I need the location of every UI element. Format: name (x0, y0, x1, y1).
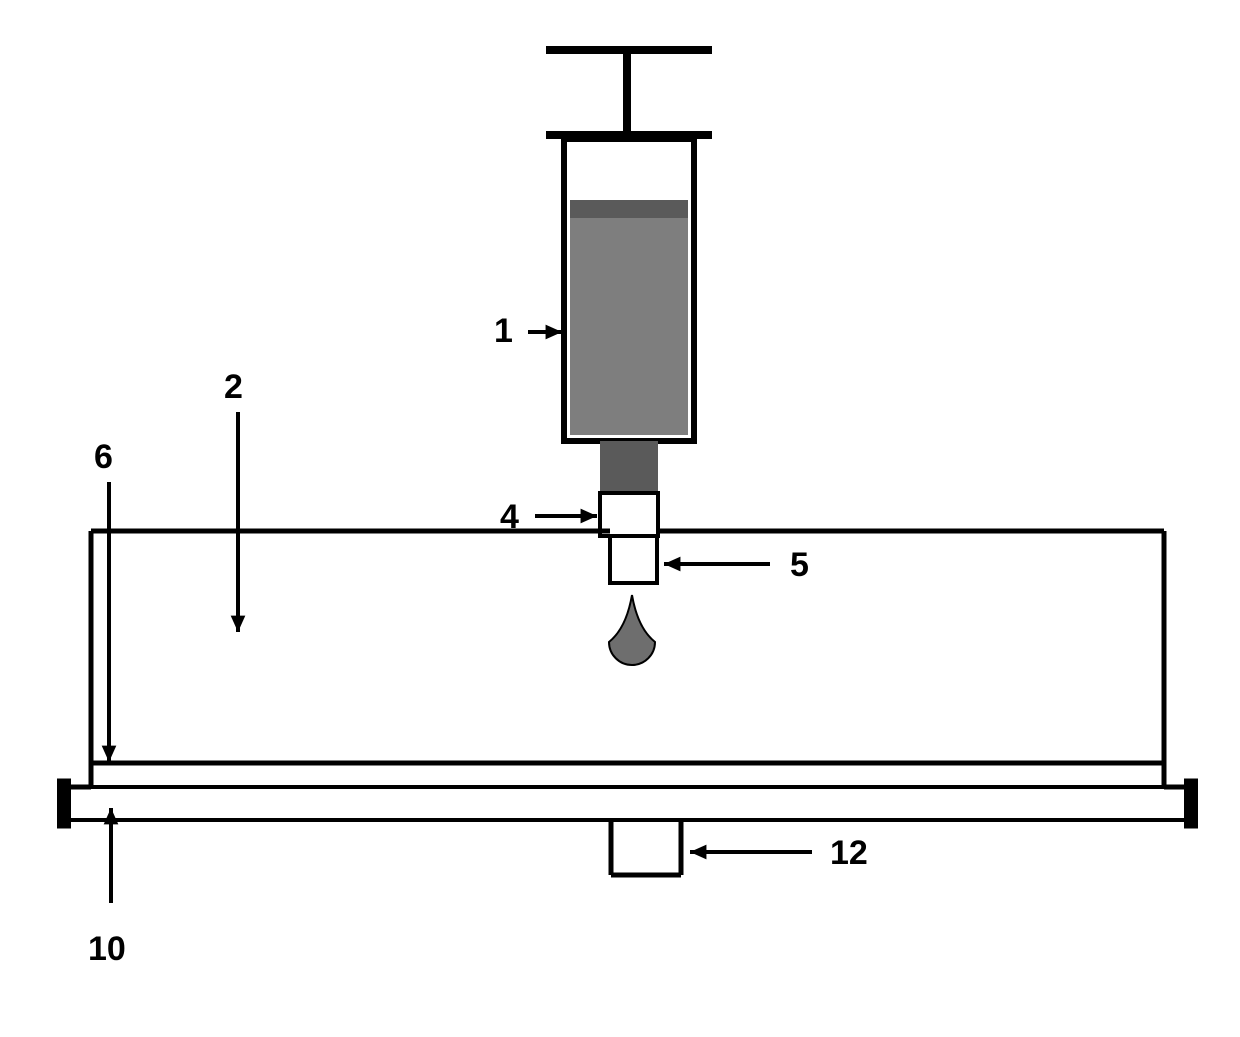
label-5: 5 (790, 546, 809, 585)
label-10: 10 (88, 930, 126, 969)
diagram-svg (0, 0, 1240, 1032)
label-2: 2 (224, 368, 243, 407)
label-1: 1 (494, 312, 513, 351)
label-6: 6 (94, 438, 113, 477)
label-12: 12 (830, 834, 868, 873)
diagram-stage: 1 2 4 5 6 10 12 (0, 0, 1240, 1032)
label-4: 4 (500, 498, 519, 537)
